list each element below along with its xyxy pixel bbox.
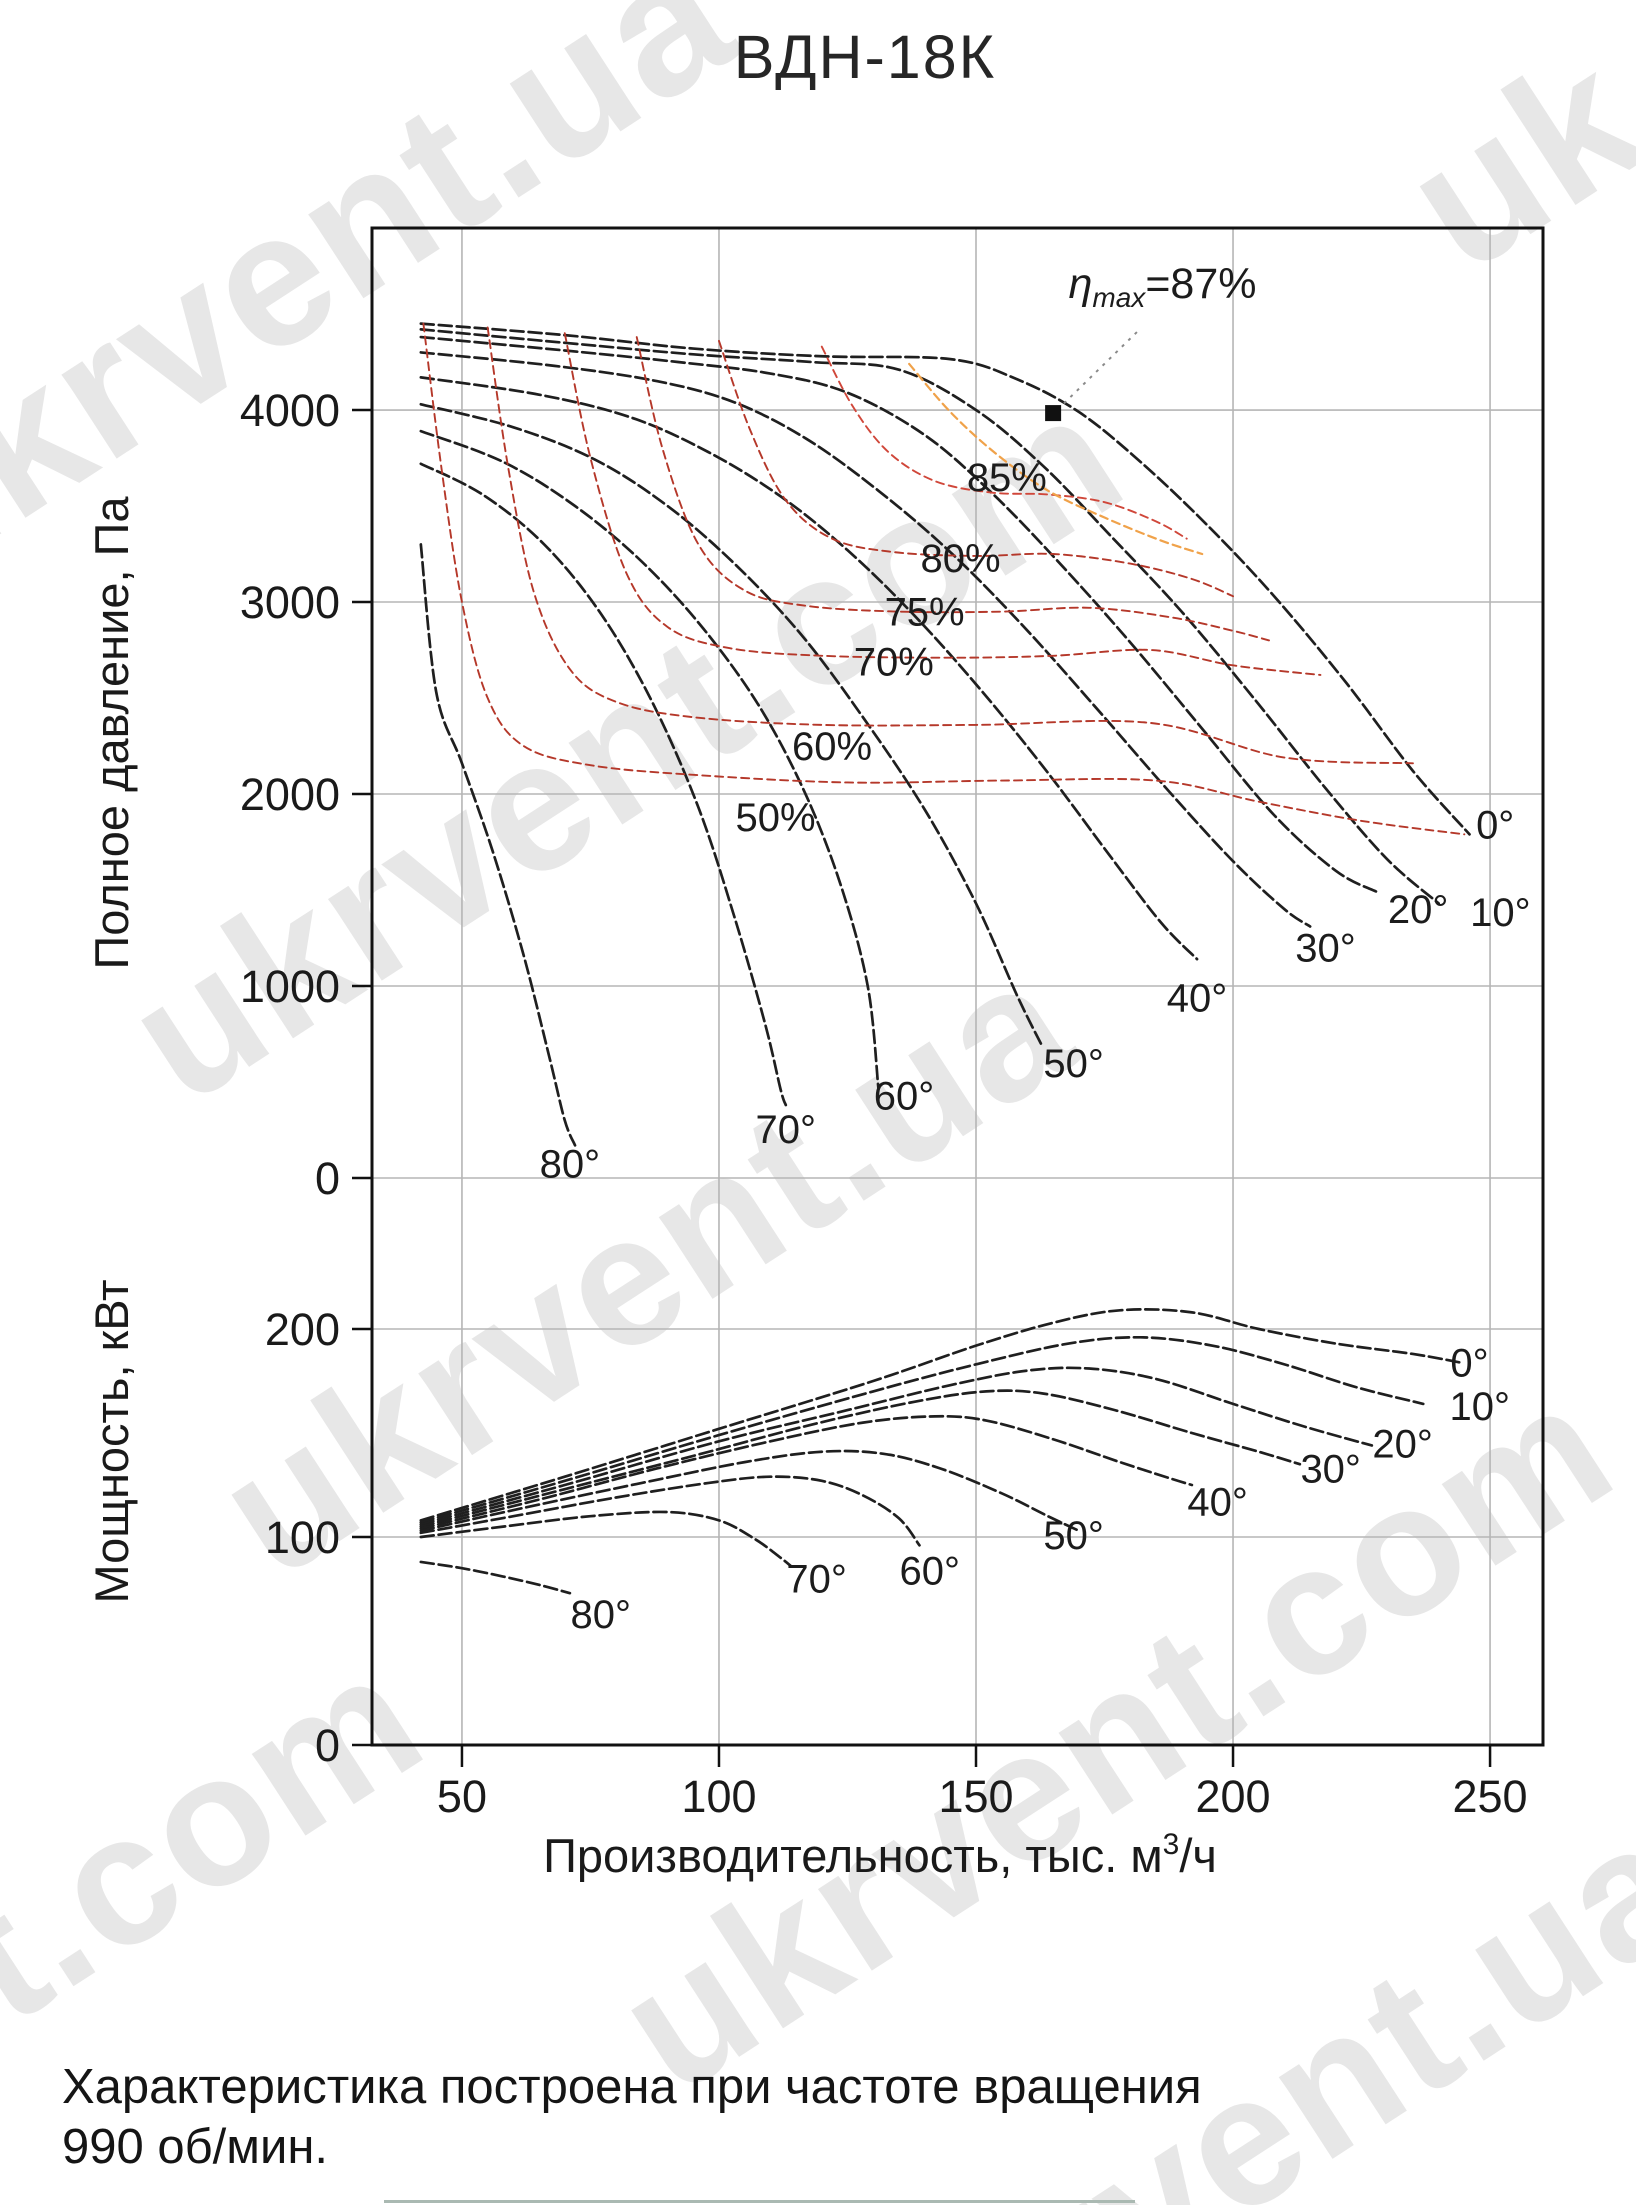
pressure-tick-label: 3000 [240,577,340,628]
pressure-curve-eff-60 [486,326,1414,765]
pressure-curve-30deg [419,351,1312,928]
pressure-label-50%: 50% [735,796,815,840]
pressure-label-40°: 40° [1167,977,1228,1021]
axis-ticks [352,408,1492,1767]
power-tick-label: 100 [265,1512,340,1563]
power-curve-30deg [419,1389,1302,1528]
power-label-60°: 60° [899,1549,960,1593]
x-tick-label: 50 [437,1771,487,1822]
power-label-70°: 70° [786,1558,847,1602]
eta-max-annotation: ηmax=87% [1045,260,1257,422]
pressure-label-80°: 80° [540,1143,601,1187]
pressure-tick-label: 0 [315,1153,340,1204]
tick-labels: 50 100 150 200 250 0 1000 2000 3000 4000 0 100 200 [240,385,1528,1822]
power-curve-labels: 0°10° 20°30° 40° 50° 60° 70° 80° [571,1341,1511,1637]
pressure-tick-label: 4000 [240,385,340,436]
pressure-label-0°: 0° [1476,804,1514,848]
pressure-curve-40deg [419,376,1199,961]
pressure-label-20°: 20° [1388,888,1449,932]
power-label-80°: 80° [571,1593,632,1637]
power-series [419,1308,1461,1595]
power-curve-70deg [419,1510,793,1568]
pressure-curve-80deg [419,543,577,1147]
pressure-axis-title: Полное давление, Па [85,496,138,970]
pressure-label-30°: 30° [1295,927,1356,971]
power-tick-label: 200 [265,1304,340,1355]
eta-max-label: ηmax=87% [1069,260,1257,313]
power-curve-80deg [419,1560,572,1595]
pressure-tick-label: 1000 [240,961,340,1012]
x-tick-label: 250 [1453,1771,1528,1822]
eta-max-leader-line [1060,331,1138,407]
pressure-label-70°: 70° [756,1108,817,1152]
pressure-label-50°: 50° [1043,1042,1104,1086]
pressure-curve-50deg [419,402,1045,1049]
power-label-10°: 10° [1450,1385,1511,1429]
power-curve-40deg [419,1414,1194,1531]
power-curve-20deg [419,1366,1374,1526]
pressure-curve-labels: 85% 80% 75% 70% 60% 50% 0° 10° 20° 30° 40° 50° 60° 70… [540,456,1531,1186]
cropped-rule [384,2200,1135,2203]
pressure-label-75%: 75% [885,591,965,635]
pressure-label-85%: 85% [967,456,1047,500]
pressure-series [419,322,1471,1147]
pressure-curve-eff-80 [718,339,1234,598]
power-axis-title: Мощность, кВт [85,1279,138,1603]
pressure-curve-eff-50 [422,322,1466,836]
pressure-curve-10deg [419,328,1440,905]
pressure-label-60°: 60° [874,1074,935,1118]
eta-max-marker [1045,405,1062,422]
page-title: ВДН-18К [733,23,997,91]
power-tick-label: 0 [315,1720,340,1771]
gridlines [372,228,1543,1746]
x-tick-label: 150 [938,1771,1013,1822]
power-label-40°: 40° [1187,1481,1248,1525]
power-label-0°: 0° [1450,1341,1488,1385]
x-axis-title: Производительность, тыс. м3/ч [543,1828,1217,1882]
power-label-30°: 30° [1300,1447,1361,1491]
power-label-50°: 50° [1043,1514,1104,1558]
pressure-tick-label: 2000 [240,769,340,820]
power-curve-0deg [419,1308,1461,1522]
power-curve-50deg [419,1449,1081,1533]
x-tick-label: 200 [1195,1771,1270,1822]
pressure-label-80%: 80% [921,537,1001,581]
pressure-label-70%: 70% [854,641,934,685]
caption: Характеристика построена при частоте вра… [62,2060,1202,2174]
pressure-curve-70deg [419,462,788,1107]
pressure-label-60%: 60% [792,725,872,769]
pressure-curve-eff-75 [635,336,1270,642]
pressure-curve-eff-70 [563,332,1322,676]
x-tick-label: 100 [681,1771,756,1822]
pressure-label-10°: 10° [1470,891,1531,935]
axis-titles: Полное давление, Па Мощность, кВт Производ… [85,496,1217,1882]
power-curve-10deg [419,1335,1425,1524]
power-curve-60deg [419,1475,921,1547]
pressure-curve-60deg [419,429,880,1090]
pressure-curve-eff-max-locus [908,362,1204,556]
power-label-20°: 20° [1372,1422,1433,1466]
pressure-curve-eff-85 [820,345,1188,540]
